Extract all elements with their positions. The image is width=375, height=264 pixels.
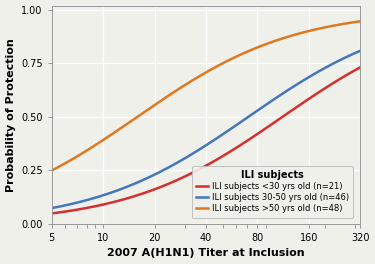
- ILI subjects >50 yrs old (n=48): [174, 89, 179, 92]
- Y-axis label: Probability of Protection: Probability of Protection: [6, 38, 15, 192]
- Line: ILI subjects >50 yrs old (n=48): ILI subjects >50 yrs old (n=48): [52, 21, 360, 171]
- ILI subjects 30-50 yrs old (n=46): [290, 86, 294, 89]
- ILI subjects <30 yrs old (n=21): [358, 66, 363, 69]
- ILI subjects 30-50 yrs old (n=46): [81, 200, 86, 203]
- Line: ILI subjects <30 yrs old (n=21): ILI subjects <30 yrs old (n=21): [52, 67, 360, 213]
- ILI subjects <30 yrs old (n=21): [81, 207, 86, 210]
- ILI subjects >50 yrs old (n=48): [290, 34, 294, 37]
- Line: ILI subjects 30-50 yrs old (n=46): ILI subjects 30-50 yrs old (n=46): [52, 51, 360, 208]
- ILI subjects 30-50 yrs old (n=46): [50, 206, 54, 210]
- ILI subjects 30-50 yrs old (n=46): [296, 82, 300, 86]
- ILI subjects 30-50 yrs old (n=46): [174, 162, 179, 165]
- ILI subjects <30 yrs old (n=21): [185, 173, 190, 177]
- ILI subjects >50 yrs old (n=48): [185, 82, 190, 85]
- ILI subjects 30-50 yrs old (n=46): [358, 49, 363, 52]
- ILI subjects >50 yrs old (n=48): [358, 20, 363, 23]
- ILI subjects <30 yrs old (n=21): [290, 109, 294, 112]
- ILI subjects 30-50 yrs old (n=46): [185, 155, 190, 158]
- ILI subjects <30 yrs old (n=21): [261, 128, 266, 131]
- ILI subjects <30 yrs old (n=21): [174, 179, 179, 182]
- ILI subjects <30 yrs old (n=21): [296, 105, 300, 108]
- X-axis label: 2007 A(H1N1) Titer at Inclusion: 2007 A(H1N1) Titer at Inclusion: [107, 248, 305, 258]
- ILI subjects <30 yrs old (n=21): [50, 212, 54, 215]
- Legend: ILI subjects <30 yrs old (n=21), ILI subjects 30-50 yrs old (n=46), ILI subjects: ILI subjects <30 yrs old (n=21), ILI sub…: [192, 166, 353, 218]
- ILI subjects >50 yrs old (n=48): [50, 169, 54, 172]
- ILI subjects >50 yrs old (n=48): [261, 44, 266, 47]
- ILI subjects 30-50 yrs old (n=46): [261, 105, 266, 108]
- ILI subjects >50 yrs old (n=48): [296, 32, 300, 35]
- ILI subjects >50 yrs old (n=48): [81, 151, 86, 154]
